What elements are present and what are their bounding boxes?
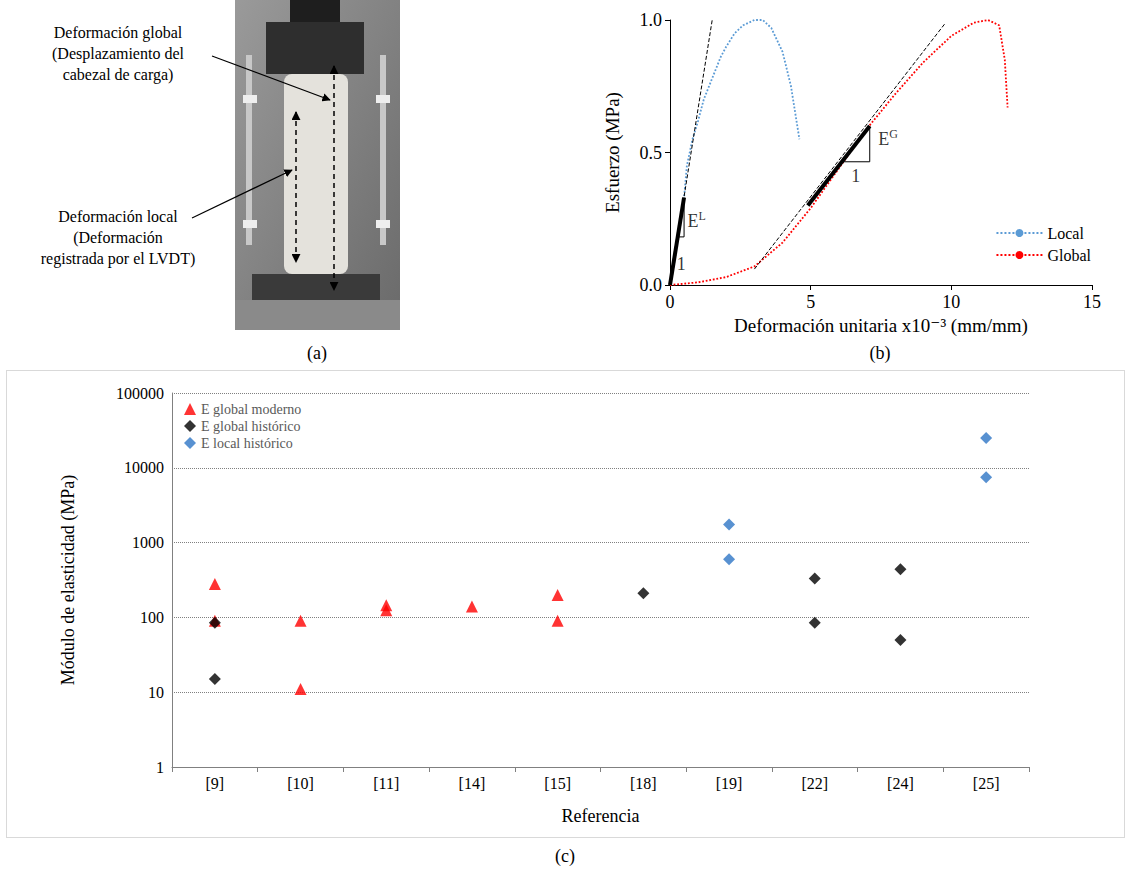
svg-text:[9]: [9] [206, 775, 225, 792]
svg-text:1.0: 1.0 [640, 10, 663, 30]
svg-text:Deformación unitaria x10⁻³ (mm: Deformación unitaria x10⁻³ (mm/mm) [734, 315, 1028, 337]
svg-text:Local: Local [1047, 225, 1084, 242]
svg-text:5: 5 [806, 292, 815, 312]
svg-text:Deformación local: Deformación local [58, 208, 178, 225]
svg-text:[15]: [15] [544, 775, 571, 792]
html-text:(b): (b) [869, 343, 891, 363]
svg-text:0: 0 [666, 292, 675, 312]
svg-text:[10]: [10] [287, 775, 314, 792]
svg-text:E: E [688, 211, 699, 231]
svg-text:1: 1 [677, 254, 686, 274]
svg-text:[18]: [18] [630, 775, 657, 792]
svg-text:(Desplazamiento del: (Desplazamiento del [52, 45, 185, 63]
html-text:(a): (a) [307, 343, 327, 363]
svg-text:[24]: [24] [887, 775, 914, 792]
svg-text:L: L [699, 209, 706, 223]
svg-text:cabezal de carga): cabezal de carga) [63, 66, 174, 84]
svg-text:G: G [889, 127, 898, 141]
svg-text:[19]: [19] [716, 775, 743, 792]
svg-text:1000: 1000 [132, 534, 164, 551]
svg-text:E local histórico: E local histórico [201, 436, 293, 451]
svg-text:100000: 100000 [116, 385, 164, 402]
svg-text:E global histórico: E global histórico [201, 419, 301, 434]
svg-text:Esfuerzo (MPa): Esfuerzo (MPa) [602, 92, 624, 213]
svg-text:Global: Global [1047, 247, 1091, 264]
svg-text:0.0: 0.0 [640, 275, 663, 295]
svg-text:E global moderno: E global moderno [201, 402, 301, 417]
svg-text:[22]: [22] [801, 775, 828, 792]
svg-text:(Deformación: (Deformación [73, 229, 163, 247]
svg-text:15: 15 [1083, 292, 1101, 312]
svg-text:10: 10 [148, 684, 164, 701]
svg-text:10: 10 [942, 292, 960, 312]
svg-text:1: 1 [156, 759, 164, 776]
svg-text:[25]: [25] [973, 775, 1000, 792]
svg-text:0.5: 0.5 [640, 143, 663, 163]
svg-text:Módulo de elasticidad (MPa): Módulo de elasticidad (MPa) [58, 475, 79, 685]
svg-text:[11]: [11] [373, 775, 399, 792]
html-text:(c): (c) [555, 846, 575, 866]
svg-text:Deformación global: Deformación global [54, 24, 183, 42]
svg-text:registrada por el LVDT): registrada por el LVDT) [41, 250, 195, 268]
svg-text:[14]: [14] [459, 775, 486, 792]
svg-text:100: 100 [140, 609, 164, 626]
svg-text:Referencia: Referencia [562, 806, 640, 826]
svg-text:10000: 10000 [124, 459, 164, 476]
svg-text:E: E [878, 129, 889, 149]
svg-text:1: 1 [851, 166, 860, 186]
